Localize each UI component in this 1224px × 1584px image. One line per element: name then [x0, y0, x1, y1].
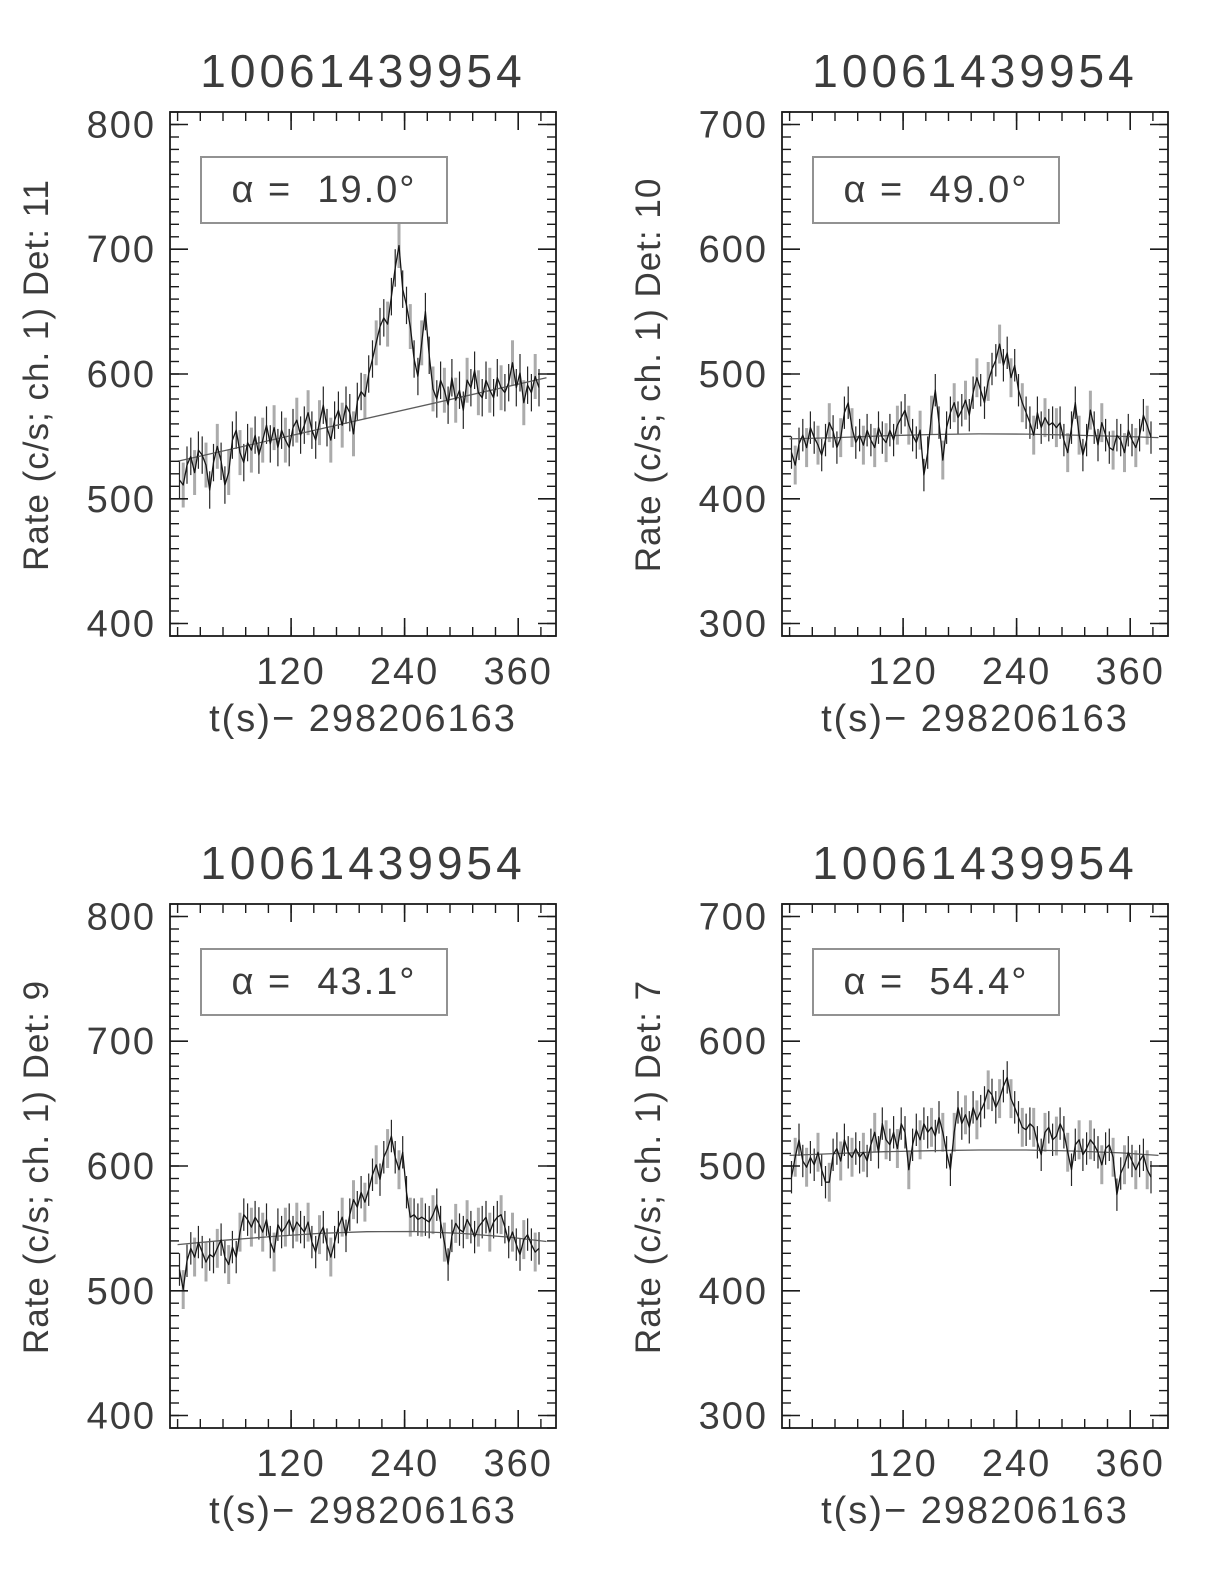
- svg-text:120: 120: [868, 651, 937, 693]
- x-axis-label: t(s)− 298206163: [821, 1490, 1129, 1532]
- y-axis-label: Rate (c/s; ch. 1) Det: 10: [629, 177, 668, 573]
- alpha-annotation-label: α = 49.0°: [843, 168, 1029, 211]
- svg-text:240: 240: [370, 1443, 439, 1485]
- svg-text:600: 600: [699, 1021, 768, 1063]
- svg-text:360: 360: [483, 651, 552, 693]
- svg-text:600: 600: [87, 1146, 156, 1188]
- panel-det-7: 120 240 360 300 400 500 600 700 10061439954 Rat…: [612, 792, 1224, 1584]
- svg-text:500: 500: [87, 1271, 156, 1313]
- plot-canvas-det-9: 120 240 360 400 500 600 700 800: [87, 897, 557, 1485]
- alpha-annotation-box: α = 54.4°: [812, 948, 1060, 1016]
- svg-text:700: 700: [699, 897, 768, 939]
- svg-text:240: 240: [982, 651, 1051, 693]
- svg-text:240: 240: [982, 1443, 1051, 1485]
- x-axis-label: t(s)− 298206163: [209, 1490, 517, 1532]
- svg-text:400: 400: [87, 604, 156, 646]
- plot-title: 10061439954: [200, 837, 526, 889]
- svg-text:360: 360: [483, 1443, 552, 1485]
- svg-text:120: 120: [256, 1443, 325, 1485]
- svg-text:700: 700: [87, 229, 156, 271]
- x-axis-label: t(s)− 298206163: [209, 698, 517, 740]
- svg-text:400: 400: [699, 1271, 768, 1313]
- alpha-annotation-box: α = 49.0°: [812, 156, 1060, 224]
- svg-text:700: 700: [87, 1021, 156, 1063]
- svg-text:500: 500: [699, 354, 768, 396]
- svg-text:300: 300: [699, 1396, 768, 1438]
- panel-det-9: 120 240 360 400 500 600 700 800 10061439954 Rat…: [0, 792, 612, 1584]
- svg-text:800: 800: [87, 897, 156, 939]
- plot-title: 10061439954: [812, 837, 1138, 889]
- alpha-annotation-label: α = 43.1°: [231, 960, 417, 1003]
- y-axis-label: Rate (c/s; ch. 1) Det: 11: [17, 179, 56, 571]
- svg-text:240: 240: [370, 651, 439, 693]
- plot-canvas-det-10: 120 240 360 300 400 500 600 700: [699, 105, 1169, 693]
- svg-text:300: 300: [699, 604, 768, 646]
- svg-text:400: 400: [87, 1396, 156, 1438]
- svg-text:360: 360: [1095, 1443, 1164, 1485]
- svg-text:400: 400: [699, 479, 768, 521]
- alpha-annotation-box: α = 19.0°: [200, 156, 448, 224]
- y-axis-label: Rate (c/s; ch. 1) Det: 9: [17, 979, 56, 1355]
- svg-text:600: 600: [699, 229, 768, 271]
- alpha-annotation-label: α = 54.4°: [843, 960, 1029, 1003]
- alpha-annotation-box: α = 43.1°: [200, 948, 448, 1016]
- svg-text:600: 600: [87, 354, 156, 396]
- svg-text:500: 500: [699, 1146, 768, 1188]
- alpha-annotation-label: α = 19.0°: [231, 168, 417, 211]
- svg-text:120: 120: [868, 1443, 937, 1485]
- x-axis-label: t(s)− 298206163: [821, 698, 1129, 740]
- svg-text:360: 360: [1095, 651, 1164, 693]
- plot-canvas-det-7: 120 240 360 300 400 500 600 700: [699, 897, 1169, 1485]
- svg-text:700: 700: [699, 105, 768, 147]
- svg-text:500: 500: [87, 479, 156, 521]
- plot-title: 10061439954: [200, 45, 526, 97]
- plot-title: 10061439954: [812, 45, 1138, 97]
- panel-det-11: 120 240 360 400 500 600 700 800 10061439954 Rat…: [0, 0, 612, 792]
- y-axis-label: Rate (c/s; ch. 1) Det: 7: [629, 979, 668, 1355]
- svg-text:800: 800: [87, 105, 156, 147]
- panel-det-10: 120 240 360 300 400 500 600 700 10061439954 Rat…: [612, 0, 1224, 792]
- svg-text:120: 120: [256, 651, 325, 693]
- plot-canvas-det-11: 120 240 360 400 500 600 700 800: [87, 105, 557, 693]
